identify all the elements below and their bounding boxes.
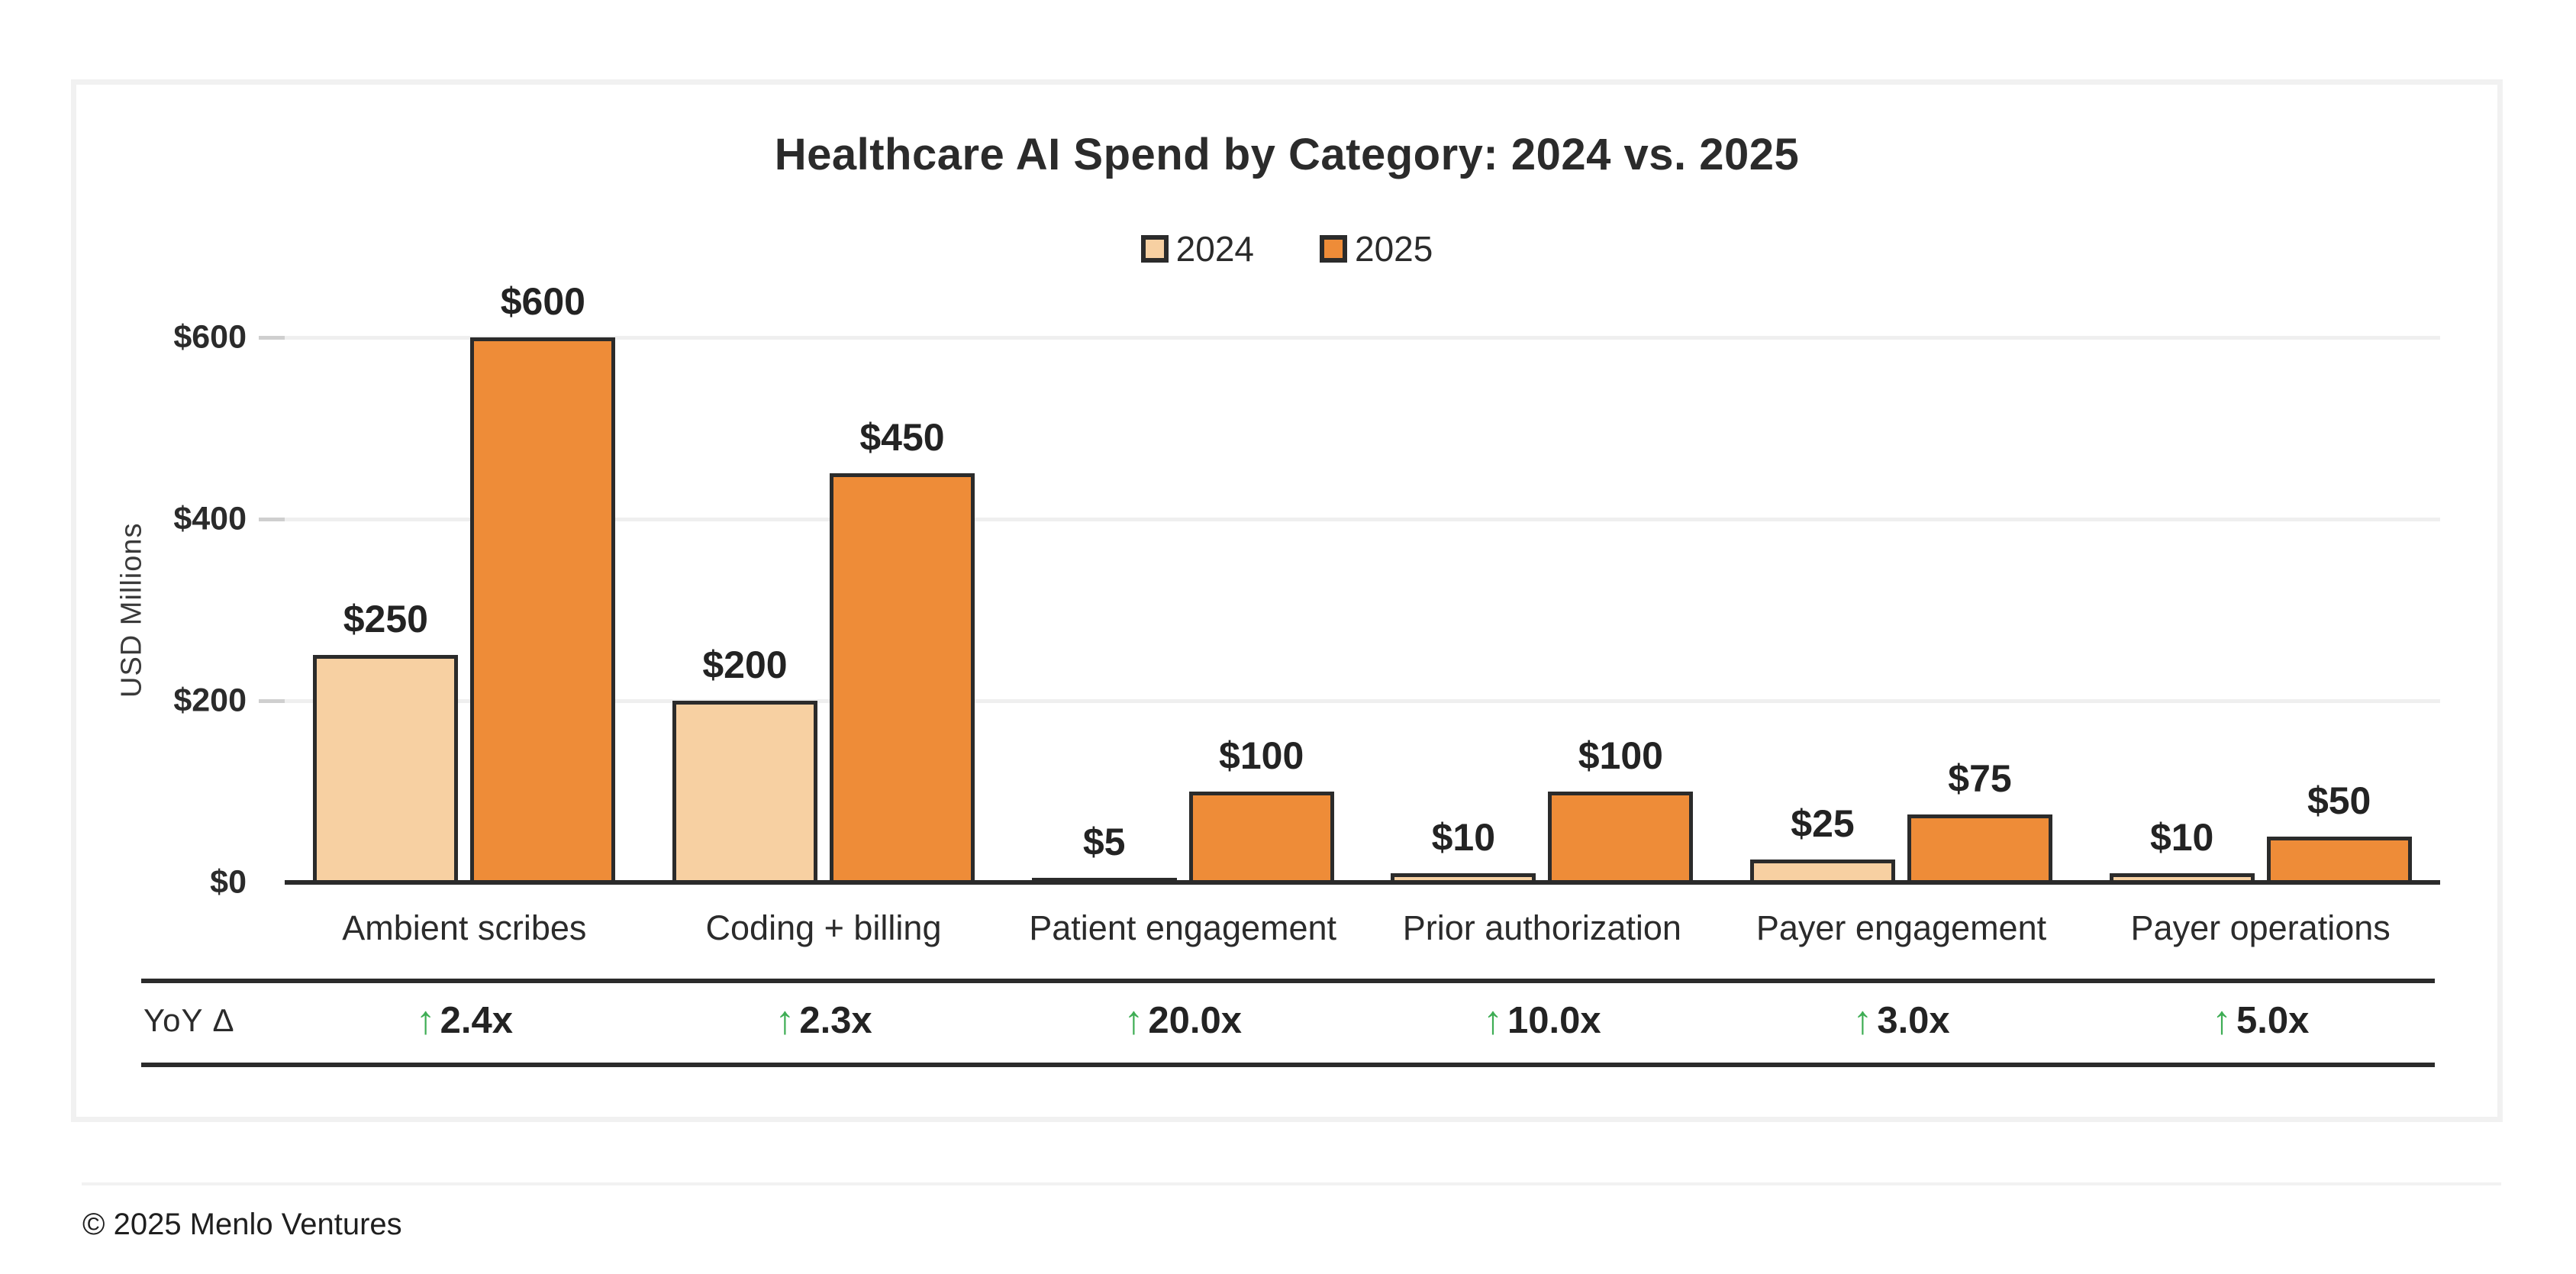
bar-value-label: $100	[1578, 734, 1663, 777]
yoy-table-top-border	[141, 979, 2435, 983]
up-arrow-icon: ↑	[1483, 998, 1504, 1043]
bar-2024-coding-billing	[672, 701, 817, 882]
footer-divider	[82, 1182, 2501, 1185]
bar-value-label: $100	[1219, 734, 1304, 777]
yoy-value: 10.0x	[1507, 999, 1601, 1041]
y-tick-label-200: $200	[173, 682, 247, 719]
bar-2025-patient-engagement	[1188, 792, 1334, 882]
legend-label: 2025	[1355, 229, 1433, 269]
up-arrow-icon: ↑	[2211, 998, 2232, 1043]
y-tick-label-600: $600	[173, 318, 247, 356]
yoy-cell-1: ↑ 2.3x	[663, 979, 984, 1063]
bar-2024-ambient-scribes	[313, 655, 459, 882]
bar-value-label: $50	[2307, 779, 2371, 822]
chart-legend: 2024 2025	[76, 228, 2497, 269]
yoy-value: 20.0x	[1148, 999, 1242, 1041]
bar-value-label: $600	[500, 280, 585, 323]
bar-2025-ambient-scribes	[470, 337, 616, 882]
bar-2025-coding-billing	[830, 473, 975, 882]
category-label: Payer engagement	[1755, 908, 2047, 947]
bar-2024-payer-engagement	[1750, 860, 1895, 882]
bar-value-label: $200	[702, 643, 788, 686]
yoy-cell-3: ↑ 10.0x	[1381, 979, 1702, 1063]
category-label: Payer operations	[2130, 908, 2391, 947]
yoy-value: 2.4x	[440, 999, 514, 1041]
y-tick-200	[259, 699, 285, 703]
y-tick-400	[259, 518, 285, 521]
y-tick-600	[259, 336, 285, 340]
category-label: Coding + billing	[705, 908, 942, 947]
x-axis-line	[285, 880, 2440, 885]
yoy-cell-2: ↑ 20.0x	[1023, 979, 1343, 1063]
legend-label: 2024	[1175, 229, 1254, 269]
chart-title: Healthcare AI Spend by Category: 2024 vs…	[774, 130, 1800, 179]
yoy-cell-4: ↑ 3.0x	[1741, 979, 2062, 1063]
legend-swatch-2024	[1140, 235, 1169, 263]
bar-2025-prior-authorization	[1548, 792, 1694, 882]
bar-value-label: $25	[1791, 802, 1855, 845]
yoy-value: 5.0x	[2236, 999, 2310, 1041]
category-label: Patient engagement	[1029, 908, 1337, 947]
bar-value-label: $75	[1948, 757, 2012, 800]
bar-value-label: $5	[1082, 821, 1126, 863]
yoy-cell-5: ↑ 5.0x	[2100, 979, 2421, 1063]
bar-2025-payer-engagement	[1907, 814, 2052, 882]
y-axis-title: USD Millions	[115, 522, 148, 698]
yoy-row-label: YoY Δ	[143, 1002, 235, 1038]
bar-2025-payer-operations	[2266, 837, 2412, 882]
category-label: Ambient scribes	[342, 908, 587, 947]
yoy-table-bottom-border	[141, 1063, 2435, 1067]
legend-item-2025: 2025	[1320, 228, 1433, 269]
gridline-600	[285, 336, 2440, 340]
gridline-400	[285, 518, 2440, 521]
gridline-200	[285, 699, 2440, 703]
category-label: Prior authorization	[1402, 908, 1681, 947]
up-arrow-icon: ↑	[415, 998, 436, 1043]
yoy-value: 3.0x	[1877, 999, 1950, 1041]
up-arrow-icon: ↑	[1852, 998, 1873, 1043]
up-arrow-icon: ↑	[1124, 998, 1144, 1043]
bar-value-label: $10	[1431, 816, 1496, 859]
plot-area: $0 $200 $400 $600 $250 $600 Ambient scribes $20…	[173, 280, 2440, 947]
y-tick-label-0: $0	[210, 863, 247, 901]
legend-swatch-2025	[1320, 235, 1347, 263]
bar-value-label: $10	[2149, 816, 2214, 859]
up-arrow-icon: ↑	[775, 998, 795, 1043]
legend-item-2024: 2024	[1140, 228, 1254, 269]
y-tick-label-400: $400	[173, 500, 247, 537]
bar-value-label: $250	[343, 598, 428, 640]
copyright-text: © 2025 Menlo Ventures	[82, 1208, 402, 1241]
chart-card: Healthcare AI Spend by Category: 2024 vs…	[71, 79, 2503, 1122]
yoy-value: 2.3x	[799, 999, 872, 1041]
yoy-cell-0: ↑ 2.4x	[304, 979, 624, 1063]
bar-value-label: $450	[859, 416, 945, 459]
